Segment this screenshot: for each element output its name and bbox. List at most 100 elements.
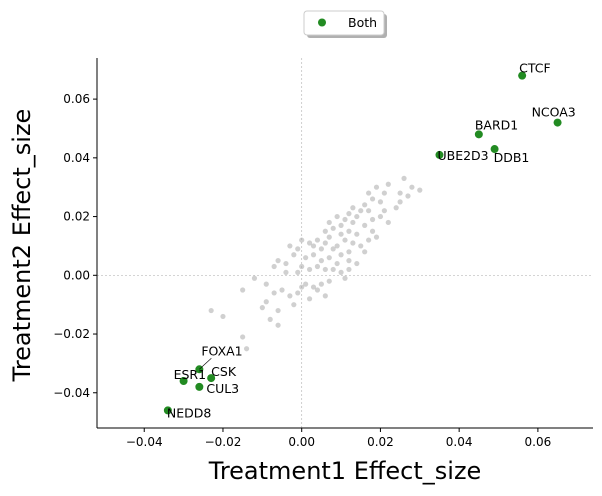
background-point	[259, 305, 265, 311]
background-point	[346, 258, 352, 264]
point-label-bard1: BARD1	[475, 117, 518, 132]
x-tick-label: 0.00	[288, 435, 315, 449]
background-point	[338, 222, 344, 228]
point-label-csk: CSK	[211, 364, 237, 379]
background-point	[251, 275, 258, 281]
background-point	[220, 313, 226, 320]
background-point	[334, 260, 340, 267]
point-annotations: CTCF NCOA3 BARD1 DDB1 UBE2D3 FOXA1 CSK ESR1CUL3…	[167, 61, 576, 421]
background-point	[283, 260, 289, 267]
background-point	[385, 181, 391, 187]
background-point	[409, 184, 415, 190]
background-point	[306, 240, 313, 246]
background-point	[295, 246, 301, 252]
background-point	[350, 205, 356, 211]
background-point	[275, 258, 281, 264]
legend: Both	[303, 10, 387, 38]
background-point	[330, 246, 336, 252]
background-point	[373, 184, 380, 190]
background-point	[271, 290, 277, 296]
x-axis-title: Treatment1 Effect_size	[208, 457, 482, 485]
background-point	[405, 193, 411, 199]
background-point	[318, 246, 324, 252]
background-point	[350, 240, 356, 246]
background-point	[342, 237, 348, 243]
background-point	[287, 243, 293, 249]
background-point	[310, 284, 317, 290]
background-point	[366, 237, 372, 243]
background-point	[334, 243, 340, 249]
point-label-ctcf: CTCF	[519, 61, 551, 76]
background-point	[369, 228, 376, 234]
background-point	[263, 299, 269, 305]
background-point	[322, 266, 328, 273]
background-point	[240, 287, 246, 293]
background-point	[397, 199, 403, 205]
x-tick-label: −0.04	[126, 435, 163, 449]
background-point	[318, 281, 324, 287]
background-point	[299, 263, 305, 270]
highlight-point-ctcf	[518, 71, 527, 80]
y-axis-title: Treatment2 Effect_size	[8, 109, 36, 383]
background-point	[338, 269, 344, 275]
background-point	[358, 243, 364, 249]
background-point	[346, 266, 352, 273]
background-point	[377, 213, 384, 220]
background-point	[318, 258, 324, 264]
background-point	[299, 284, 305, 290]
highlight-point-cul3	[195, 382, 204, 391]
background-point	[326, 255, 332, 261]
background-point	[306, 266, 313, 273]
x-tick-label: 0.04	[446, 435, 473, 449]
background-point	[322, 240, 328, 246]
highlight-point-esr1	[179, 377, 188, 386]
reference-lines	[97, 58, 593, 428]
y-axis-ticks: −0.04 −0.02 0.00 0.02 0.04 0.06	[53, 92, 97, 400]
background-point	[342, 275, 348, 281]
background-point	[240, 334, 246, 340]
background-point	[275, 322, 281, 328]
background-point	[208, 307, 214, 314]
background-point	[381, 190, 387, 196]
point-label-foxa1: FOXA1	[201, 343, 242, 358]
highlight-point-ddb1	[490, 145, 499, 154]
point-label-ddb1: DDB1	[494, 150, 530, 165]
background-point	[295, 269, 301, 275]
background-point	[243, 346, 250, 352]
background-point	[346, 228, 352, 234]
background-point	[362, 202, 368, 208]
background-point	[267, 316, 273, 322]
background-point	[346, 249, 352, 255]
point-label-nedd8: NEDD8	[167, 405, 211, 420]
background-point	[295, 290, 301, 296]
background-point	[310, 243, 317, 249]
background-point	[346, 211, 352, 217]
x-tick-label: 0.02	[367, 435, 394, 449]
background-point	[303, 255, 309, 261]
background-point	[283, 269, 289, 275]
highlight-point-ncoa3	[553, 118, 562, 127]
x-tick-label: −0.02	[205, 435, 242, 449]
background-point	[314, 287, 321, 293]
x-axis-ticks: −0.04 −0.02 0.00 0.02 0.04 0.06	[126, 428, 551, 449]
background-point	[397, 190, 403, 196]
background-point	[291, 252, 297, 258]
background-point	[299, 237, 305, 243]
background-point	[303, 281, 309, 287]
background-point	[330, 266, 336, 273]
legend-label: Both	[348, 15, 377, 30]
background-points	[208, 175, 423, 352]
legend-box	[303, 10, 385, 36]
background-point	[377, 199, 384, 205]
background-point	[279, 287, 285, 293]
background-point	[326, 278, 332, 284]
background-point	[314, 237, 321, 243]
background-point	[369, 196, 376, 202]
background-point	[358, 208, 364, 214]
background-point	[275, 307, 281, 314]
background-point	[362, 222, 368, 228]
background-point	[369, 216, 376, 223]
background-point	[417, 187, 423, 193]
background-point	[334, 213, 340, 220]
